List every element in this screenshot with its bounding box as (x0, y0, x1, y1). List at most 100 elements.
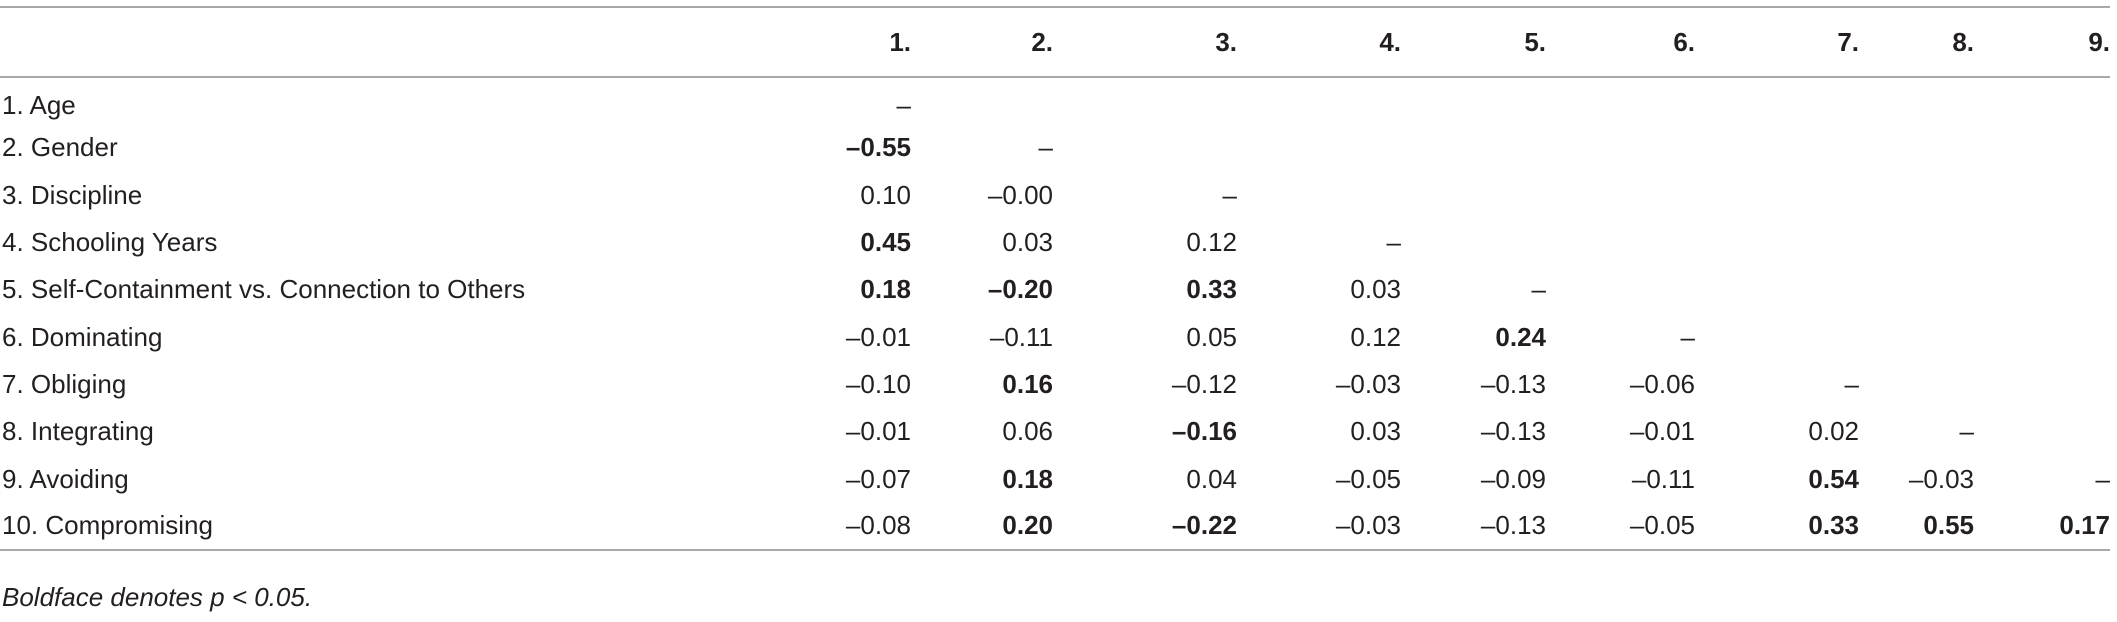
table-cell (1546, 266, 1695, 313)
table-cell: –0.12 (1171, 368, 1237, 399)
table-cell (1974, 361, 2110, 408)
table-cell: –0.01 (845, 321, 911, 352)
table-cell: 0.24 (1495, 321, 1546, 352)
table-row: 5. Self-Containment vs. Connection to Ot… (0, 266, 2110, 313)
table-cell (1053, 77, 1237, 124)
table-cell: 0.20 (1002, 510, 1053, 541)
row-label: 7. Obliging (2, 368, 127, 399)
header-cell-1: 1. (742, 6, 911, 78)
table-cell (1237, 77, 1401, 124)
table-cell: 0.06 (1002, 416, 1053, 447)
table-cell (1546, 219, 1695, 266)
table-cell: – (1222, 179, 1237, 210)
row-label: 5. Self-Containment vs. Connection to Ot… (2, 274, 526, 305)
table-cell: –0.09 (1480, 463, 1546, 494)
table-row: 8. Integrating –0.01 0.06 –0.16 0.03 –0.13 – 0.… (0, 408, 2110, 455)
row-label: 4. Schooling Years (2, 227, 218, 258)
table-cell (1695, 172, 1859, 219)
table-cell (1401, 219, 1546, 266)
table-cell: – (2095, 463, 2110, 494)
table-cell: – (1959, 416, 1974, 447)
header-cell-6: 6. (1546, 6, 1695, 78)
table-footnote: Boldface denotes p < 0.05. (2, 582, 313, 612)
table-cell: –0.16 (1171, 416, 1237, 447)
row-label: 1. Age (2, 89, 76, 120)
table-cell: – (1038, 132, 1053, 163)
table-cell: 0.10 (860, 179, 911, 210)
table-cell (1974, 124, 2110, 171)
row-label: 9. Avoiding (2, 463, 129, 494)
table-cell: 0.03 (1002, 227, 1053, 258)
table-cell (1859, 361, 1974, 408)
table-cell: –0.03 (1908, 463, 1974, 494)
table-cell (1546, 124, 1695, 171)
table-cell (1546, 172, 1695, 219)
table-cell (1401, 77, 1546, 124)
header-cell-8: 8. (1859, 6, 1974, 78)
table-cell: – (1531, 274, 1546, 305)
table-cell: –0.22 (1171, 510, 1237, 541)
table-cell (1859, 266, 1974, 313)
table-row: 2. Gender –0.55 – (0, 124, 2110, 171)
table-cell: 0.45 (860, 227, 911, 258)
table-cell: 0.05 (1186, 321, 1237, 352)
table-cell (1546, 77, 1695, 124)
table-cell (1974, 408, 2110, 455)
table-cell: 0.03 (1350, 416, 1401, 447)
table-cell: – (1844, 368, 1859, 399)
table-cell: 0.12 (1186, 227, 1237, 258)
table-cell: – (1680, 321, 1695, 352)
table-cell (1237, 124, 1401, 171)
header-cell-label (0, 6, 742, 78)
correlation-table: 1. 2. 3. 4. 5. 6. 7. 8. 9. 1. Age –2. Gen… (0, 6, 2110, 551)
table-row: 3. Discipline 0.10 –0.00 – (0, 172, 2110, 219)
table-cell (1974, 172, 2110, 219)
table-header: 1. 2. 3. 4. 5. 6. 7. 8. 9. (0, 6, 2110, 78)
table-cell: 0.33 (1186, 274, 1237, 305)
row-label: 6. Dominating (2, 321, 163, 352)
row-label: 3. Discipline (2, 179, 143, 210)
table-cell: –0.10 (845, 368, 911, 399)
table-row: 9. Avoiding –0.07 0.18 0.04 –0.05 –0.09 –0.11 0… (0, 455, 2110, 502)
table-cell: –0.01 (845, 416, 911, 447)
table-cell: 0.04 (1186, 463, 1237, 494)
table-cell (1695, 266, 1859, 313)
table-row: 4. Schooling Years 0.45 0.03 0.12 – (0, 219, 2110, 266)
table-cell: –0.03 (1335, 368, 1401, 399)
table-cell: –0.13 (1480, 368, 1546, 399)
table-cell (1695, 77, 1859, 124)
table-cell: –0.55 (845, 132, 911, 163)
table-cell: – (896, 89, 911, 120)
table-cell (1859, 124, 1974, 171)
table-cell: –0.13 (1480, 416, 1546, 447)
header-row: 1. 2. 3. 4. 5. 6. 7. 8. 9. (0, 6, 2110, 78)
table-cell (1053, 124, 1237, 171)
table-cell: –0.08 (845, 510, 911, 541)
table-cell (1859, 219, 1974, 266)
table-cell (1401, 124, 1546, 171)
table-row: 6. Dominating –0.01 –0.11 0.05 0.12 0.24 – (0, 313, 2110, 360)
table-cell (1859, 313, 1974, 360)
table-cell: –0.05 (1629, 510, 1695, 541)
table-cell: 0.03 (1350, 274, 1401, 305)
table-cell: –0.05 (1335, 463, 1401, 494)
row-label: 10. Compromising (2, 510, 213, 541)
header-cell-7: 7. (1695, 6, 1859, 78)
table-cell: 0.17 (2059, 510, 2110, 541)
row-label: 8. Integrating (2, 416, 154, 447)
table-cell (1974, 313, 2110, 360)
table-row: 10. Compromising –0.08 0.20 –0.22 –0.03 –0.13… (0, 503, 2110, 550)
table-cell: –0.11 (1631, 463, 1695, 494)
table-cell: 0.16 (1002, 368, 1053, 399)
table-cell (1401, 172, 1546, 219)
table-cell: 0.02 (1808, 416, 1859, 447)
table-cell: –0.11 (989, 321, 1053, 352)
table-cell (1695, 219, 1859, 266)
table-cell (1695, 313, 1859, 360)
table-cell (1695, 124, 1859, 171)
header-cell-4: 4. (1237, 6, 1401, 78)
table-cell: 0.12 (1350, 321, 1401, 352)
table-cell: 0.18 (860, 274, 911, 305)
table-cell: –0.00 (987, 179, 1053, 210)
